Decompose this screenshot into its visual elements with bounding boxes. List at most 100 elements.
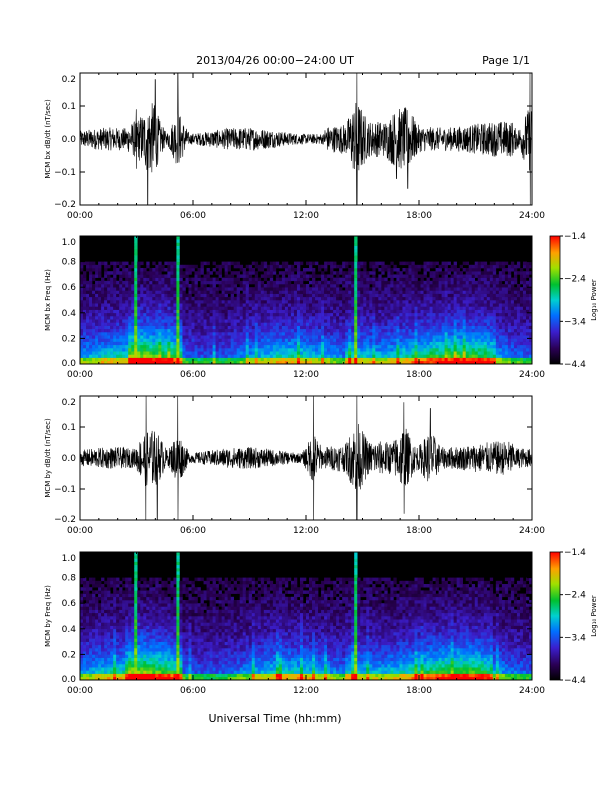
spectrogram-cell [480,316,485,320]
spectrogram-cell [95,676,99,681]
spectrogram-cell [369,287,373,291]
spectrogram-cell [321,296,325,301]
spectrogram-cell [351,284,355,288]
spectrogram-cell [456,300,460,304]
spectrogram-cell [429,338,433,342]
spectrogram-cell [381,322,385,326]
spectrogram-cell [489,274,494,278]
spectrogram-cell [272,319,277,323]
spectrogram-cell [110,277,114,282]
spectrogram-cell [143,328,147,333]
spectrogram-cell [188,344,192,349]
spectrogram-cell [495,309,500,314]
spectrogram-cell [128,335,132,339]
spectrogram-cell [438,338,442,342]
spectrogram-cell [92,670,96,674]
spectrogram-cell [399,312,403,317]
spectrogram-cell [248,360,253,365]
spectrogram-cell [263,351,268,355]
spectrogram-cell [299,293,304,298]
spectrogram-cell [299,280,304,285]
spectrogram-cell [170,264,174,269]
spectrogram-cell [363,316,367,320]
spectrogram-cell [489,344,494,349]
spectrogram-cell [489,300,494,304]
spectrogram-cell [396,328,400,333]
spectrogram-cell [128,309,132,314]
spectrogram-cell [281,316,286,320]
spectrogram-cell [155,287,159,291]
spectrogram-cell [176,303,180,307]
spectrogram-cell [167,357,171,362]
spectrogram-cell [396,268,400,272]
spectrogram-cell [152,312,156,317]
spectrogram-cell [215,325,219,330]
spectrogram-cell [296,348,301,352]
spectrogram-cell [312,284,316,288]
spectrogram-cell [299,316,304,320]
spectrogram-cell [384,335,388,339]
spectrogram-cell [128,360,132,365]
spectrogram-cell [98,354,102,358]
spectrogram-cell [92,584,96,588]
spectrogram-cell [95,303,99,307]
spectrogram-cell [378,277,382,282]
spectrogram-cell [146,261,150,266]
spectrogram-cell [92,290,96,294]
spectrogram-cell [471,351,476,355]
spectrogram-cell [321,357,325,362]
spectrogram-cell [92,644,96,649]
spectrogram-cell [278,316,283,320]
spectrogram-cell [89,638,93,642]
spectrogram-cell [315,300,319,304]
spectrogram-cell [312,309,316,314]
spectrogram-cell [233,332,237,336]
spectrogram-cell [447,280,451,285]
spectrogram-cell [284,303,289,307]
spectrogram-cell [342,309,346,314]
spectrogram-cell [134,312,138,317]
spectrogram-cell [378,309,382,314]
spectrogram-cell [107,360,111,365]
spectrogram-cell [296,287,301,291]
spectrogram-cell [456,351,460,355]
spectrogram-cell [242,274,247,278]
spectrogram-cell [405,348,409,352]
spectrogram-cell [290,309,295,314]
spectrogram-cell [387,290,391,294]
spectrogram-cell [495,338,500,342]
spectrogram-cell [348,284,352,288]
spectrogram-cell [459,335,463,339]
spectrogram-cell [95,338,99,342]
spectrogram-cell [375,338,379,342]
spectrogram-cell [209,277,213,282]
spectrogram-cell [432,290,436,294]
spectrogram-cell [158,357,162,362]
spectrogram-cell [80,651,84,655]
spectrogram-cell [420,328,424,333]
spectrogram-cell [318,293,322,298]
spectrogram-cell [306,287,310,291]
spectrogram-cell [284,306,289,310]
spectrogram-cell [206,348,210,352]
spectrogram-cell [89,303,93,307]
spectrogram-cell [122,290,126,294]
spectrogram-cell [128,268,132,272]
spectrogram-cell [474,357,479,362]
spectrogram-cell [185,300,189,304]
spectrogram-cell [465,338,470,342]
spectrogram-cell [122,300,126,304]
spectrogram-cell [525,312,530,317]
spectrogram-cell [152,300,156,304]
spectrogram-cell [456,338,460,342]
spectrogram-cell [278,296,283,301]
spectrogram-cell [206,271,210,275]
spectrogram-cell [182,290,186,294]
spectrogram-cell [263,316,268,320]
spectrogram-cell [236,328,240,333]
spectrogram-cell [456,328,460,333]
spectrogram-cell [89,580,93,585]
spectrogram-cell [336,319,340,323]
spectrogram-cell [375,306,379,310]
spectrogram-cell [257,293,262,298]
